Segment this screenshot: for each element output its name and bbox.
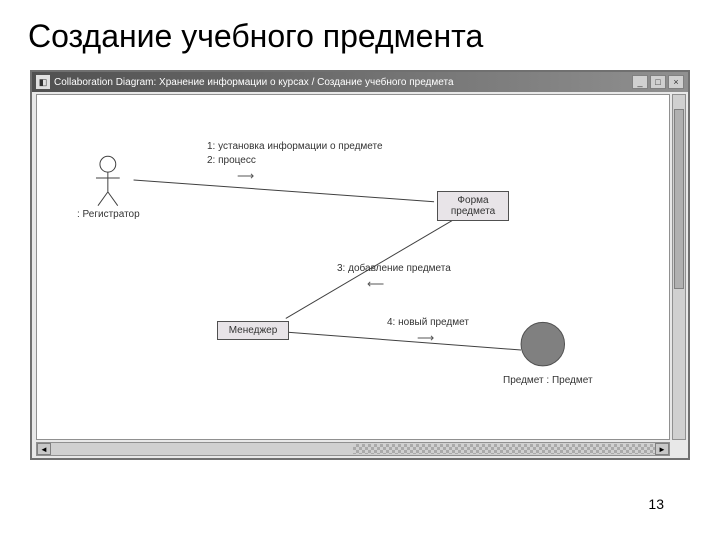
page-number: 13 bbox=[648, 496, 664, 512]
window-title: Collaboration Diagram: Хранение информац… bbox=[54, 77, 632, 88]
window-titlebar: ◧ Collaboration Diagram: Хранение информ… bbox=[32, 72, 688, 92]
vertical-scrollbar[interactable] bbox=[672, 94, 686, 440]
message-1-label: 1: установка информации о предмете bbox=[207, 141, 383, 152]
diagram-window: ◧ Collaboration Diagram: Хранение информ… bbox=[30, 70, 690, 460]
window-controls: _ □ × bbox=[632, 75, 684, 89]
hscroll-right-button[interactable]: ► bbox=[655, 443, 669, 455]
horizontal-scrollbar[interactable]: ◄ ► bbox=[36, 442, 670, 456]
diagram-canvas[interactable]: Форма предмета Менеджер : Регистратор Пр… bbox=[36, 94, 670, 440]
actor-registrator-label: : Регистратор bbox=[77, 209, 140, 220]
slide-title: Создание учебного предмента bbox=[0, 0, 720, 55]
close-button[interactable]: × bbox=[668, 75, 684, 89]
node-form-label2: предмета bbox=[444, 206, 502, 217]
message-12-arrow-icon: ⟶ bbox=[237, 169, 254, 183]
hscroll-track bbox=[353, 444, 655, 454]
message-3-label: 3: добавление предмета bbox=[337, 263, 451, 274]
maximize-button[interactable]: □ bbox=[650, 75, 666, 89]
minimize-button[interactable]: _ bbox=[632, 75, 648, 89]
hscroll-left-button[interactable]: ◄ bbox=[37, 443, 51, 455]
node-form-predmeta[interactable]: Форма предмета bbox=[437, 191, 509, 221]
message-3-arrow-icon: ⟵ bbox=[367, 277, 384, 291]
node-subject-label: Предмет : Предмет bbox=[503, 375, 593, 386]
vertical-scroll-thumb[interactable] bbox=[674, 109, 684, 289]
node-form-label1: Форма bbox=[444, 195, 502, 206]
message-4-label: 4: новый предмет bbox=[387, 317, 469, 328]
node-manager[interactable]: Менеджер bbox=[217, 321, 289, 340]
message-4-arrow-icon: ⟶ bbox=[417, 331, 434, 345]
message-2-label: 2: процесс bbox=[207, 155, 256, 166]
window-icon: ◧ bbox=[36, 75, 50, 89]
